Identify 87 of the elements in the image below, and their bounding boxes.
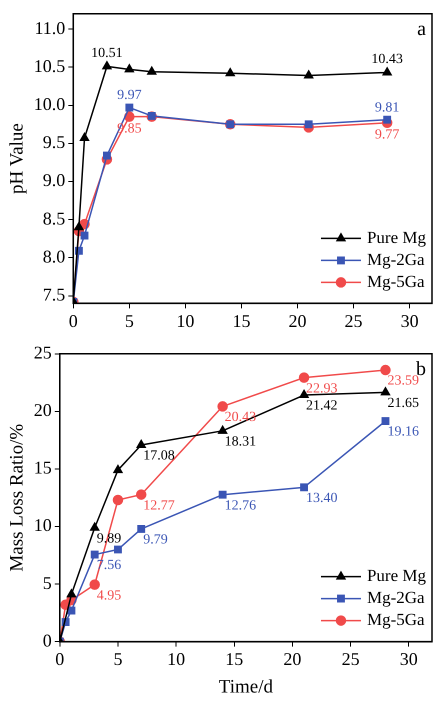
x-tick-label: 15 xyxy=(225,649,244,670)
point xyxy=(218,490,227,499)
x-axis-title: Time/d xyxy=(218,676,274,698)
data-label: 20.43 xyxy=(224,410,256,426)
point xyxy=(383,116,392,124)
point xyxy=(68,606,76,614)
y-tick-label: 7.5 xyxy=(42,284,66,305)
point xyxy=(136,440,146,448)
x-tick-label: 10 xyxy=(176,310,194,331)
data-label: 21.42 xyxy=(306,398,338,414)
data-label: 18.31 xyxy=(224,434,256,450)
data-label: 10.51 xyxy=(91,46,123,62)
x-tick-label: 5 xyxy=(113,649,122,670)
y-tick-label: 9.5 xyxy=(42,132,66,152)
point xyxy=(114,546,122,554)
y-tick-label: 10 xyxy=(34,515,52,536)
point xyxy=(113,464,123,474)
x-tick-label: 25 xyxy=(344,310,363,331)
y-tick-label: 10.5 xyxy=(34,56,66,76)
point xyxy=(382,417,390,425)
x-tick-label: 5 xyxy=(124,310,134,331)
data-label: 12.77 xyxy=(143,498,175,514)
point xyxy=(147,66,156,75)
point xyxy=(137,524,146,533)
legend-label: Pure Mg xyxy=(366,228,426,247)
y-tick-label: 20 xyxy=(34,400,52,420)
legend-label: Mg-5Ga xyxy=(366,610,426,630)
point xyxy=(300,483,308,492)
y-tick-label: 11.0 xyxy=(34,18,66,38)
data-label: 22.93 xyxy=(306,381,338,396)
point xyxy=(304,70,314,79)
data-label: 9.81 xyxy=(374,100,400,116)
data-label: 21.65 xyxy=(387,396,419,412)
point xyxy=(380,387,390,396)
data-label: 23.59 xyxy=(387,374,419,389)
annotation: a xyxy=(417,18,426,40)
point xyxy=(90,550,99,558)
point xyxy=(382,67,392,76)
data-label: 9.79 xyxy=(143,532,168,548)
point xyxy=(112,494,124,506)
x-tick-label: 20 xyxy=(288,310,306,331)
y-tick-label: 5 xyxy=(42,572,52,593)
data-label: 9.77 xyxy=(374,127,400,142)
legend-label: Mg-2Ga xyxy=(366,588,426,608)
legend-label: Mg-2Ga xyxy=(366,250,426,269)
x-tick-label: 30 xyxy=(400,649,418,670)
data-label: 17.08 xyxy=(143,448,175,464)
x-tick-label: 15 xyxy=(232,310,250,331)
y-axis-title: Mass Loss Ratio/% xyxy=(6,424,28,572)
y-tick-label: 0 xyxy=(42,630,52,650)
y-tick-label: 10.0 xyxy=(34,94,66,114)
point xyxy=(80,132,90,142)
data-label: 10.43 xyxy=(371,52,403,68)
point xyxy=(226,68,235,76)
point xyxy=(124,64,134,72)
point xyxy=(217,401,228,412)
point xyxy=(102,61,112,70)
data-label: 13.40 xyxy=(306,491,338,506)
point xyxy=(66,589,76,598)
x-tick-label: 30 xyxy=(400,310,419,331)
point xyxy=(125,104,134,112)
legend-label: Pure Mg xyxy=(366,566,426,586)
point xyxy=(90,522,100,531)
point xyxy=(136,489,146,500)
point xyxy=(102,152,111,160)
y-tick-label: 25 xyxy=(34,342,52,363)
point xyxy=(380,364,391,376)
x-tick-label: 0 xyxy=(68,310,78,331)
point xyxy=(74,222,84,230)
x-tick-label: 25 xyxy=(342,649,360,670)
data-label: 4.95 xyxy=(96,588,122,604)
y-axis-title: pH Value xyxy=(6,123,28,194)
y-tick-label: 8.5 xyxy=(42,208,66,228)
data-label: 9.97 xyxy=(117,88,142,104)
point xyxy=(89,579,100,590)
point xyxy=(218,426,228,434)
data-label: 12.76 xyxy=(224,498,256,514)
x-tick-label: 10 xyxy=(167,649,186,670)
y-tick-label: 8.0 xyxy=(42,246,66,266)
data-label: 19.16 xyxy=(387,424,419,440)
point xyxy=(80,232,88,240)
y-tick-label: 15 xyxy=(34,458,52,478)
y-tick-label: 9.0 xyxy=(42,170,66,190)
x-tick-label: 20 xyxy=(283,649,302,670)
point xyxy=(298,372,310,383)
legend-label: Mg-5Ga xyxy=(366,272,426,291)
point xyxy=(304,120,313,128)
